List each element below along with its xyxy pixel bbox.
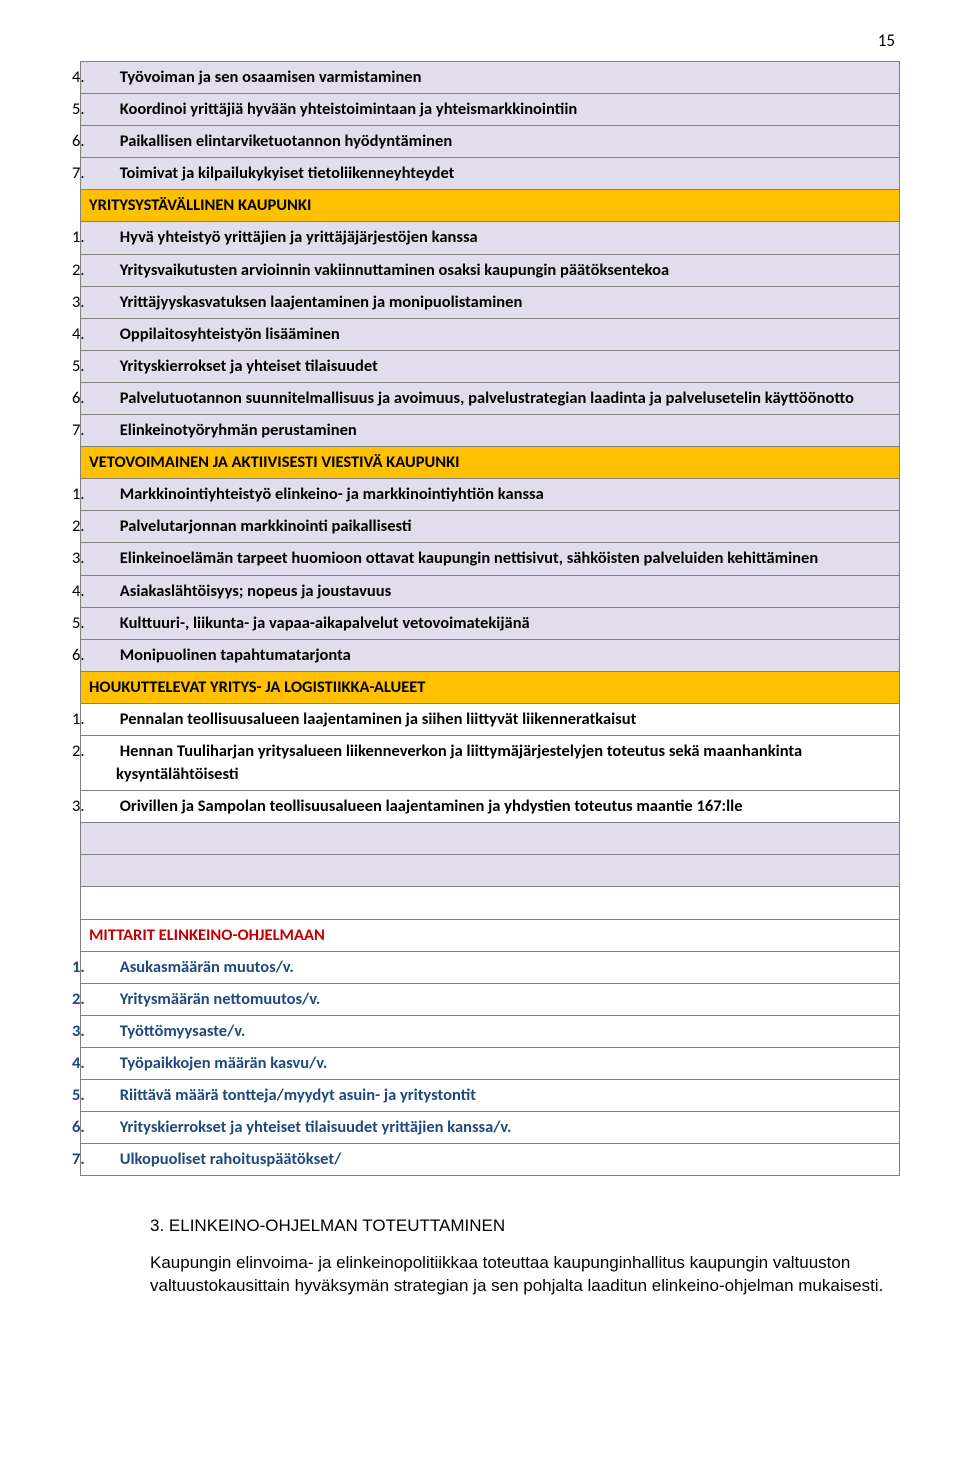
list-item: 5. Kulttuuri-, liikunta- ja vapaa-aikapa…: [81, 607, 900, 639]
mittarit-item: 7. Ulkopuoliset rahoituspäätökset/: [81, 1144, 900, 1176]
mittarit-item: 3. Työttömyysaste/v.: [81, 1015, 900, 1047]
table-cell: [81, 887, 900, 919]
main-table: 4. Työvoiman ja sen osaamisen varmistami…: [80, 61, 900, 1176]
list-item: 6. Palvelutuotannon suunnitelmallisuus j…: [81, 382, 900, 414]
table-cell: [81, 855, 900, 887]
mittarit-item: 2. Yritysmäärän nettomuutos/v.: [81, 983, 900, 1015]
mittarit-title: MITTARIT ELINKEINO-OHJELMAAN: [81, 919, 900, 951]
mittarit-item: 1. Asukasmäärän muutos/v.: [81, 951, 900, 983]
list-item: 7. Toimivat ja kilpailukykyiset tietolii…: [81, 158, 900, 190]
list-item: 7. Elinkeinotyöryhmän perustaminen: [81, 415, 900, 447]
table-cell: [81, 823, 900, 855]
list-item: 4. Oppilaitosyhteistyön lisääminen: [81, 318, 900, 350]
list-item: 3. Orivillen ja Sampolan teollisuusaluee…: [81, 791, 900, 823]
section3-body: Kaupungin elinvoima- ja elinkeinopolitii…: [150, 1252, 900, 1298]
list-item: 2. Yritysvaikutusten arvioinnin vakiinnu…: [81, 254, 900, 286]
list-item: 3. Elinkeinoelämän tarpeet huomioon otta…: [81, 543, 900, 575]
table-cell: YRITYSYSTÄVÄLLINEN KAUPUNKI: [81, 190, 900, 222]
list-item: 5. Koordinoi yrittäjiä hyvään yhteistoim…: [81, 94, 900, 126]
list-item: 1. Markkinointiyhteistyö elinkeino- ja m…: [81, 479, 900, 511]
mittarit-item: 4. Työpaikkojen määrän kasvu/v.: [81, 1047, 900, 1079]
list-item: 2. Hennan Tuuliharjan yritysalueen liike…: [81, 735, 900, 790]
list-item: 3. Yrittäjyyskasvatuksen laajentaminen j…: [81, 286, 900, 318]
table-cell: HOUKUTTELEVAT YRITYS- JA LOGISTIIKKA-ALU…: [81, 671, 900, 703]
table-cell: VETOVOIMAINEN JA AKTIIVISESTI VIESTIVÄ K…: [81, 447, 900, 479]
list-item: 6. Monipuolinen tapahtumatarjonta: [81, 639, 900, 671]
section3-heading: 3. ELINKEINO-OHJELMAN TOTEUTTAMINEN: [150, 1216, 900, 1236]
list-item: 4. Työvoiman ja sen osaamisen varmistami…: [81, 62, 900, 94]
list-item: 5. Yrityskierrokset ja yhteiset tilaisuu…: [81, 350, 900, 382]
mittarit-item: 6. Yrityskierrokset ja yhteiset tilaisuu…: [81, 1112, 900, 1144]
page-number: 15: [80, 30, 900, 51]
list-item: 1. Pennalan teollisuusalueen laajentamin…: [81, 703, 900, 735]
list-item: 4. Asiakaslähtöisyys; nopeus ja joustavu…: [81, 575, 900, 607]
mittarit-item: 5. Riittävä määrä tontteja/myydyt asuin-…: [81, 1080, 900, 1112]
list-item: 1. Hyvä yhteistyö yrittäjien ja yrittäjä…: [81, 222, 900, 254]
list-item: 2. Palvelutarjonnan markkinointi paikall…: [81, 511, 900, 543]
list-item: 6. Paikallisen elintarviketuotannon hyöd…: [81, 126, 900, 158]
